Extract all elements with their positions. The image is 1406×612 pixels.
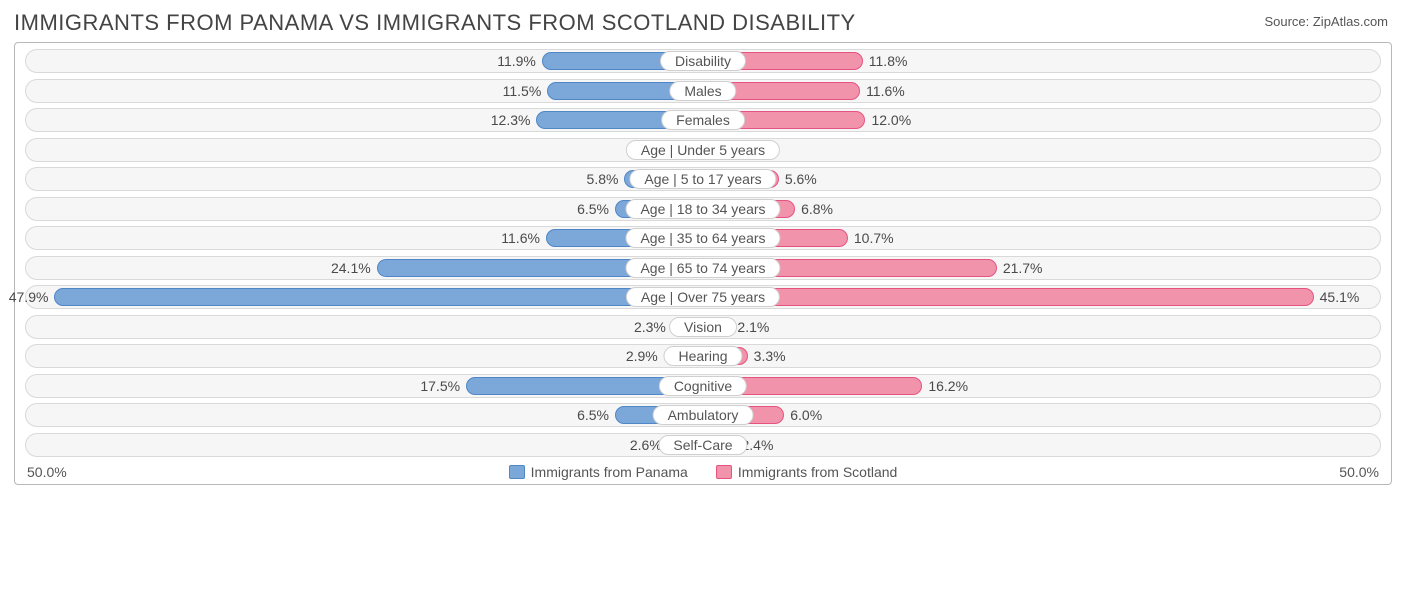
category-pill: Age | 5 to 17 years — [629, 169, 776, 189]
value-left: 24.1% — [331, 257, 377, 279]
value-right: 45.1% — [1314, 286, 1360, 308]
category-pill: Age | 18 to 34 years — [625, 199, 780, 219]
bar-row: 17.5% 16.2% Cognitive — [25, 374, 1381, 398]
category-pill: Ambulatory — [653, 405, 754, 425]
category-pill: Cognitive — [659, 376, 747, 396]
legend-item-panama: Immigrants from Panama — [509, 464, 688, 480]
category-pill: Disability — [660, 51, 746, 71]
bar-row: 1.2%1.4%Age | Under 5 years — [25, 138, 1381, 162]
axis-right-max: 50.0% — [1339, 464, 1379, 480]
value-left: 2.9% — [626, 345, 664, 367]
bar-track: 17.5% 16.2% Cognitive — [25, 374, 1381, 398]
value-right: 11.8% — [863, 50, 908, 72]
legend-item-scotland: Immigrants from Scotland — [716, 464, 898, 480]
rows-container: 11.9% 11.8% Disability 11.5% 11.6% Males 12.3%… — [25, 49, 1381, 457]
legend-swatch-scotland — [716, 465, 732, 479]
bar-row: 5.8% 5.6%Age | 5 to 17 years — [25, 167, 1381, 191]
bar-row: 11.5% 11.6% Males — [25, 79, 1381, 103]
value-right: 11.6% — [860, 80, 905, 102]
bar-row: 12.3% 12.0% Females — [25, 108, 1381, 132]
source-attribution: Source: ZipAtlas.com — [1264, 14, 1388, 29]
bar-row: 11.9% 11.8% Disability — [25, 49, 1381, 73]
value-left: 6.5% — [577, 404, 615, 426]
legend-label-scotland: Immigrants from Scotland — [738, 464, 898, 480]
category-pill: Males — [669, 81, 736, 101]
bar-track: 11.9% 11.8% Disability — [25, 49, 1381, 73]
bar-row: 11.6% 10.7% Age | 35 to 64 years — [25, 226, 1381, 250]
bar-right — [703, 288, 1314, 306]
bar-track: 24.1% 21.7% Age | 65 to 74 years — [25, 256, 1381, 280]
value-right: 10.7% — [848, 227, 894, 249]
category-pill: Females — [661, 110, 745, 130]
value-left: 47.9% — [9, 286, 55, 308]
bar-track: 6.5% 6.0% Ambulatory — [25, 403, 1381, 427]
value-right: 12.0% — [865, 109, 911, 131]
category-pill: Age | Under 5 years — [626, 140, 780, 160]
bar-track: 5.8% 5.6%Age | 5 to 17 years — [25, 167, 1381, 191]
value-right: 21.7% — [997, 257, 1043, 279]
value-right: 5.6% — [779, 168, 817, 190]
legend: Immigrants from Panama Immigrants from S… — [509, 464, 898, 480]
bar-track: 6.5% 6.8% Age | 18 to 34 years — [25, 197, 1381, 221]
value-left: 5.8% — [587, 168, 625, 190]
bar-track: 2.3% 2.1%Vision — [25, 315, 1381, 339]
bar-track: 11.6% 10.7% Age | 35 to 64 years — [25, 226, 1381, 250]
category-pill: Age | 65 to 74 years — [625, 258, 780, 278]
value-left: 11.9% — [497, 50, 542, 72]
bar-track: 11.5% 11.6% Males — [25, 79, 1381, 103]
value-left: 12.3% — [491, 109, 537, 131]
bar-track: 47.9%45.1%Age | Over 75 years — [25, 285, 1381, 309]
chart-title: IMMIGRANTS FROM PANAMA VS IMMIGRANTS FRO… — [14, 10, 1392, 36]
bar-row: 2.9% 3.3% Hearing — [25, 344, 1381, 368]
value-left: 11.6% — [501, 227, 546, 249]
bar-track: 1.2%1.4%Age | Under 5 years — [25, 138, 1381, 162]
axis-row: 50.0% Immigrants from Panama Immigrants … — [25, 462, 1381, 480]
value-right: 6.8% — [795, 198, 833, 220]
category-pill: Age | Over 75 years — [626, 287, 780, 307]
value-right: 16.2% — [922, 375, 968, 397]
value-left: 17.5% — [420, 375, 466, 397]
bar-track: 2.9% 3.3% Hearing — [25, 344, 1381, 368]
value-left: 2.3% — [634, 316, 672, 338]
bar-row: 24.1% 21.7% Age | 65 to 74 years — [25, 256, 1381, 280]
category-pill: Self-Care — [658, 435, 747, 455]
category-pill: Hearing — [663, 346, 742, 366]
bar-row: 6.5% 6.8% Age | 18 to 34 years — [25, 197, 1381, 221]
bar-track: 12.3% 12.0% Females — [25, 108, 1381, 132]
bar-row: 2.6%2.4%Self-Care — [25, 433, 1381, 457]
category-pill: Age | 35 to 64 years — [625, 228, 780, 248]
category-pill: Vision — [669, 317, 737, 337]
value-right: 2.1% — [731, 316, 769, 338]
value-left: 11.5% — [503, 80, 548, 102]
value-right: 6.0% — [784, 404, 822, 426]
diverging-bar-chart: 11.9% 11.8% Disability 11.5% 11.6% Males 12.3%… — [14, 42, 1392, 485]
bar-track: 2.6%2.4%Self-Care — [25, 433, 1381, 457]
value-right: 3.3% — [748, 345, 786, 367]
value-left: 6.5% — [577, 198, 615, 220]
axis-left-max: 50.0% — [27, 464, 67, 480]
bar-row: 6.5% 6.0% Ambulatory — [25, 403, 1381, 427]
bar-left — [54, 288, 703, 306]
legend-swatch-panama — [509, 465, 525, 479]
bar-row: 47.9%45.1%Age | Over 75 years — [25, 285, 1381, 309]
legend-label-panama: Immigrants from Panama — [531, 464, 688, 480]
bar-row: 2.3% 2.1%Vision — [25, 315, 1381, 339]
